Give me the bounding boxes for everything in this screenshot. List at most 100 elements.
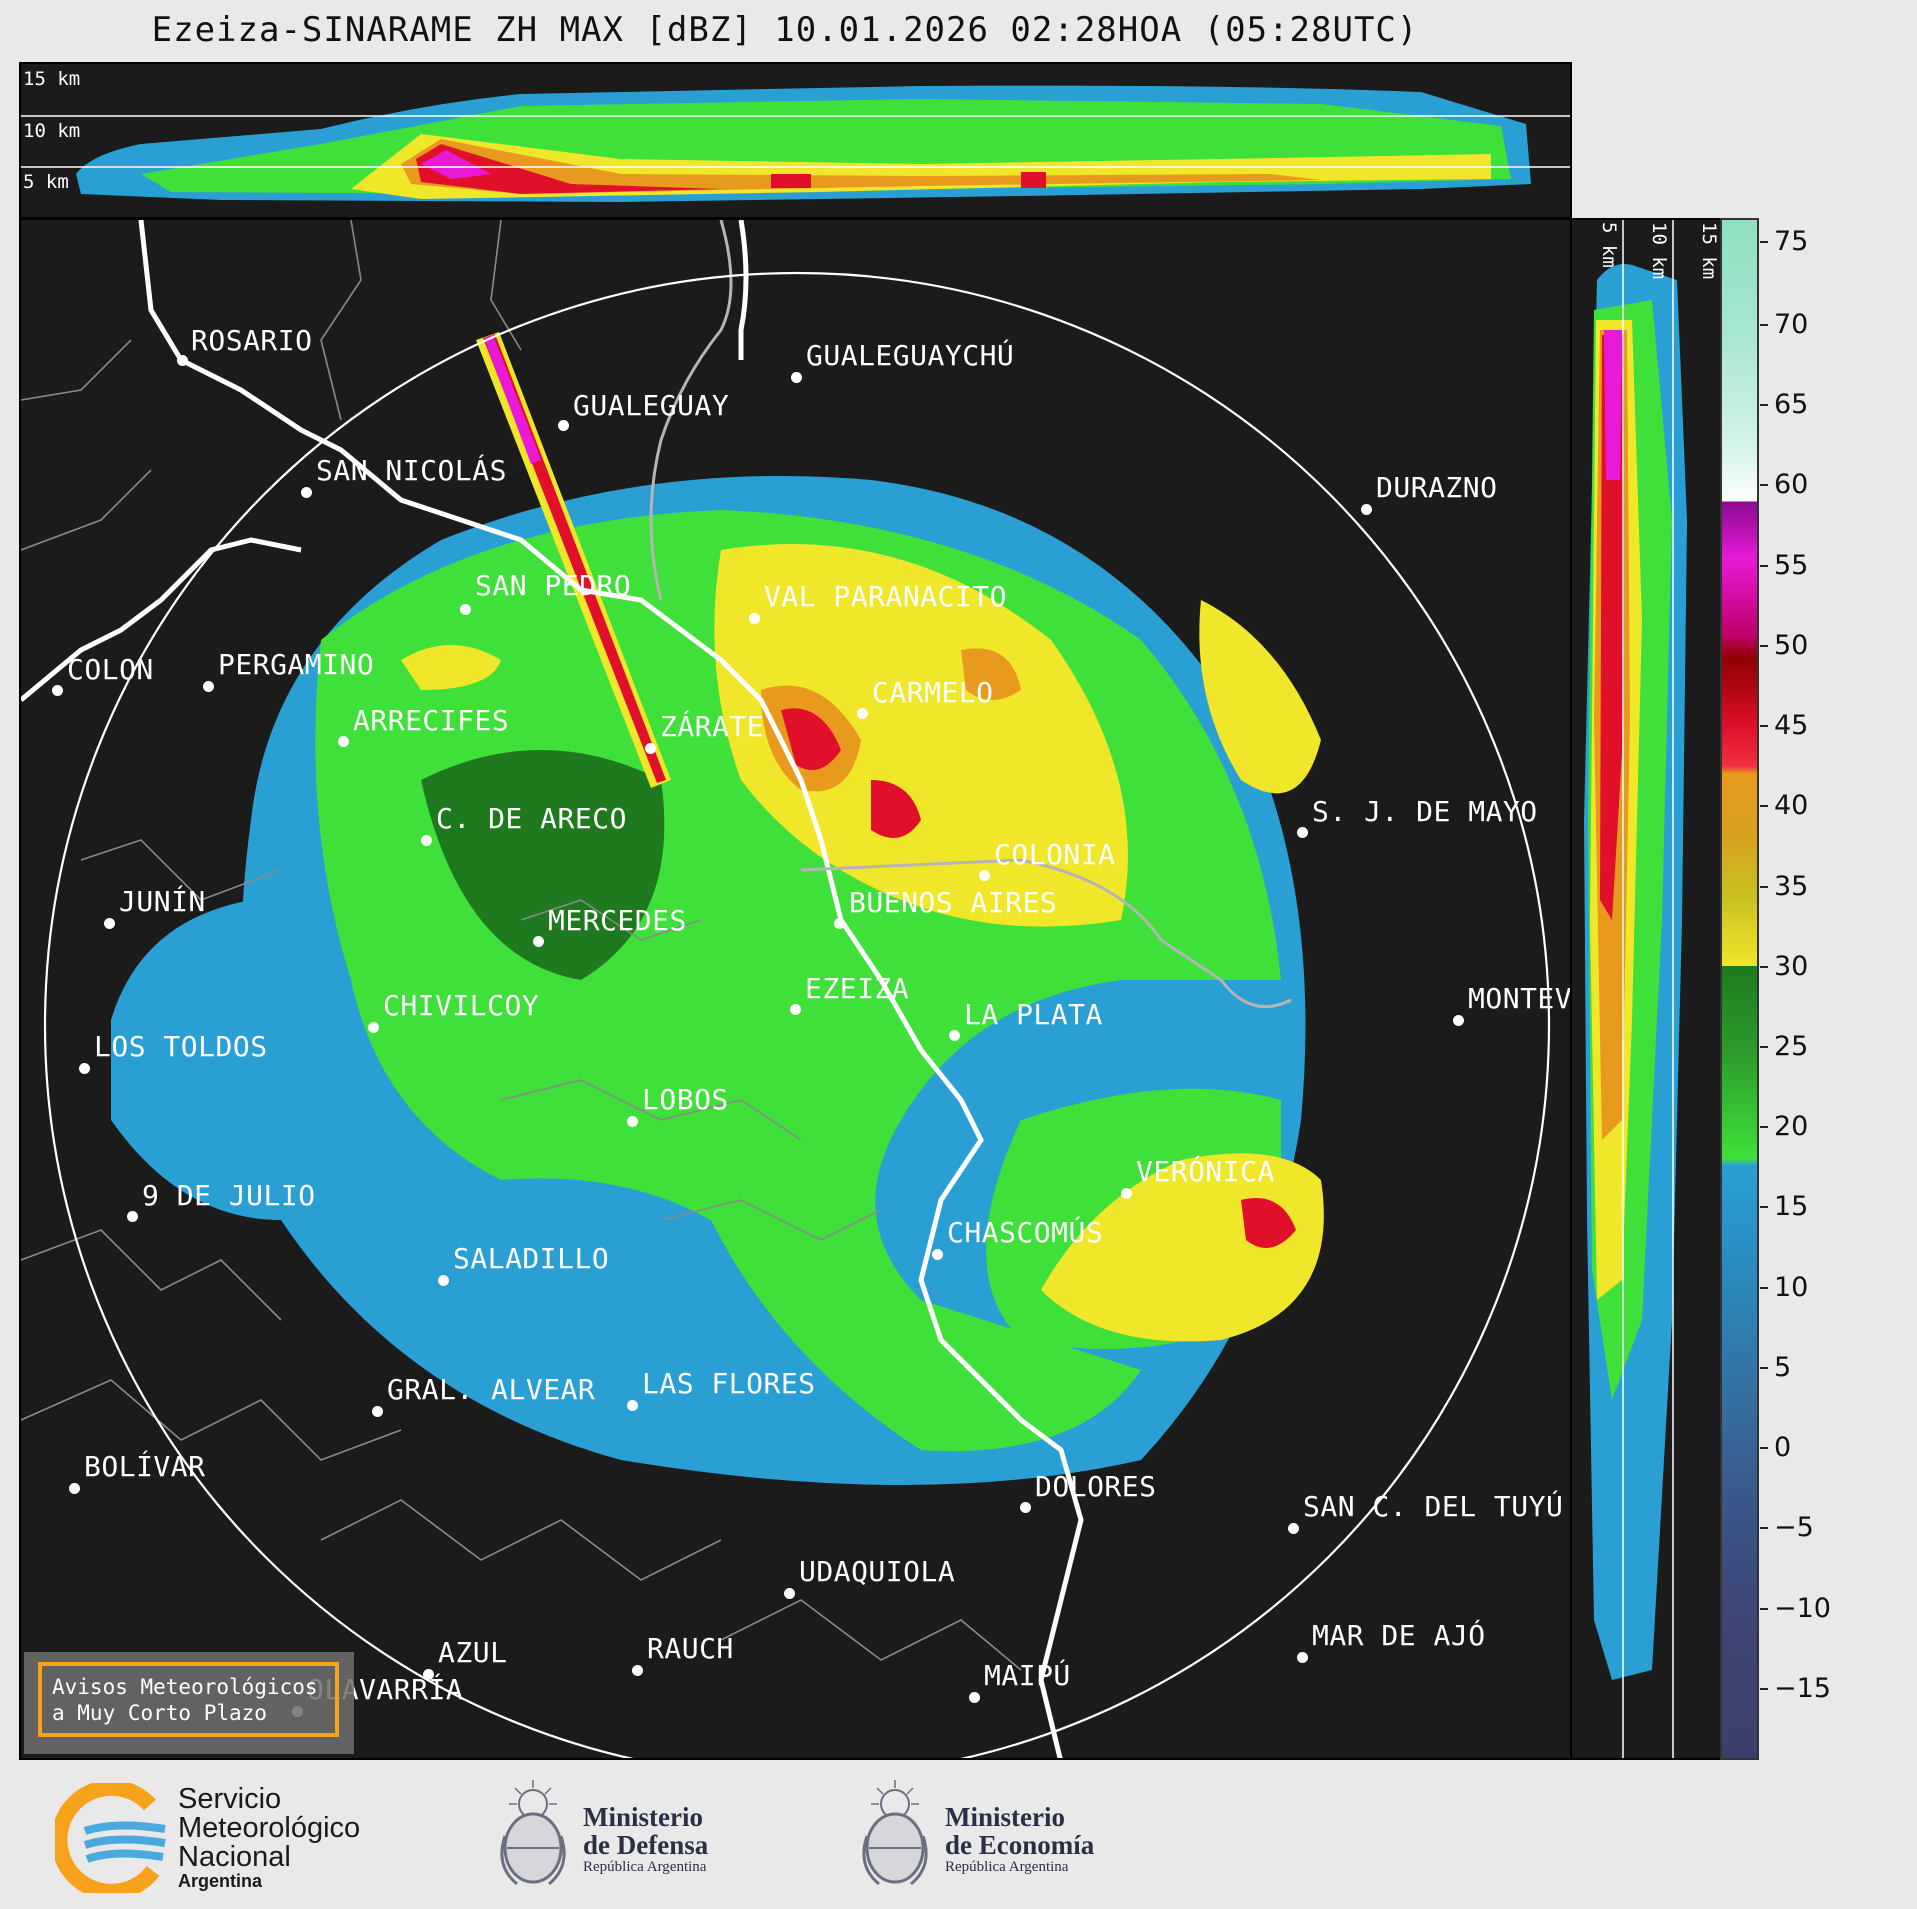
city-label-azul: AZUL [438,1636,508,1669]
city-label-bolivar: BOLÍVAR [84,1450,206,1483]
economia-wordmark: Ministerio de Economía República Argenti… [945,1803,1094,1875]
smn-line-2: Meteorológico [178,1812,361,1844]
city-dot-chivilcoy [368,1022,379,1033]
colorbar-label-minus15: −15 [1774,1673,1831,1704]
economia-line-2: de Economía [945,1830,1095,1861]
city-dot-ezeiza [790,1004,801,1015]
economia-line-3: República Argentina [945,1858,1069,1875]
city-dot-gualeguay [558,420,569,431]
colorbar-label-minus10: −10 [1774,1593,1831,1624]
colorbar-label-10: 10 [1774,1272,1809,1303]
city-label-gualeguaychu: GUALEGUAYCHÚ [806,339,1015,372]
city-dot-colonia [979,870,990,881]
city-label-los-toldos: LOS TOLDOS [94,1030,268,1063]
colorbar-tick-minus5 [1760,1527,1768,1529]
city-dot-mar-de-ajo [1297,1652,1308,1663]
city-label-saladillo: SALADILLO [453,1242,610,1275]
colorbar-tick-65 [1760,404,1768,406]
city-dot-udaquiola [784,1588,795,1599]
city-label-gral-alvear: GRAL. ALVEAR [387,1373,596,1406]
defensa-coat-of-arms-icon [500,1780,566,1886]
city-dot-dolores [1020,1502,1031,1513]
smn-line-3: Nacional [178,1841,291,1873]
city-label-chascomus: CHASCOMÚS [947,1216,1104,1249]
city-dot-los-toldos [79,1063,90,1074]
city-dot-durazno [1361,504,1372,515]
defensa-line-3: República Argentina [583,1858,707,1875]
top-altitude-5km: 5 km [23,171,69,193]
city-label-durazno: DURAZNO [1376,471,1498,504]
colorbar-label-60: 60 [1774,469,1809,500]
city-dot-c-de-areco [421,835,432,846]
top-cross-section: 15 km 10 km 5 km [19,62,1572,219]
city-label-ezeiza: EZEIZA [805,972,910,1005]
city-label-san-pedro: SAN PEDRO [475,569,632,602]
economia-coat-of-arms-icon [862,1780,928,1886]
colorbar-tick-40 [1760,805,1768,807]
city-label-maipu: MAIPÚ [984,1659,1071,1692]
smn-line-4: Argentina [178,1871,263,1891]
city-dot-montevideo [1453,1015,1464,1026]
colorbar-tick-25 [1760,1046,1768,1048]
colorbar-tick-75 [1760,241,1768,243]
city-label-arrecifes: ARRECIFES [353,704,510,737]
defensa-line-2: de Defensa [583,1830,709,1861]
colorbar-tick-50 [1760,645,1768,647]
city-label-veronica: VERÓNICA [1136,1155,1275,1188]
colorbar-tick-20 [1760,1126,1768,1128]
smn-wordmark: Servicio Meteorológico Nacional Argentin… [178,1785,361,1891]
aviso-box[interactable]: Avisos Meteorológicos a Muy Corto Plazo [24,1652,354,1754]
reflectivity-colorbar [1720,218,1759,1760]
city-label-pergamino: PERGAMINO [218,648,375,681]
city-dot-lobos [627,1116,638,1127]
city-label-colonia: COLONIA [994,838,1116,871]
side-altitude-5km: 5 km [1598,222,1620,268]
top-altitude-10km: 10 km [23,120,81,142]
city-dot-mercedes [533,936,544,947]
city-dot-buenos-aires [834,918,845,929]
city-label-mercedes: MERCEDES [548,904,687,937]
city-dot-gualeguaychu [791,372,802,383]
city-label-san-c-del-tuyu: SAN C. DEL TUYÚ [1303,1490,1564,1523]
city-dot-bolivar [69,1483,80,1494]
colorbar-label-65: 65 [1774,389,1809,420]
city-label-rauch: RAUCH [647,1632,734,1665]
colorbar-label-45: 45 [1774,710,1809,741]
side-cross-section: 5 km 10 km 15 km [1570,218,1723,1760]
top-altitude-15km: 15 km [23,68,81,90]
aviso-line-1: Avisos Meteorológicos [52,1675,318,1699]
city-dot-saladillo [438,1275,449,1286]
colorbar-label-30: 30 [1774,951,1809,982]
city-dot-carmelo [857,708,868,719]
colorbar-label-5: 5 [1774,1352,1792,1383]
side-cross-section-echoes [1584,220,1687,1758]
city-label-buenos-aires: BUENOS AIRES [849,886,1058,919]
city-label-montevideo: MONTEV [1468,982,1572,1015]
city-label-mar-de-ajo: MAR DE AJÓ [1312,1619,1486,1652]
city-dot-san-c-del-tuyu [1288,1523,1299,1534]
side-altitude-15km: 15 km [1698,222,1720,280]
city-dot-las-flores [627,1400,638,1411]
page-title: Ezeiza-SINARAME ZH MAX [dBZ] 10.01.2026 … [151,10,1419,50]
city-dot-san-nicolas [301,487,312,498]
colorbar-tick-70 [1760,324,1768,326]
city-dot-la-plata [949,1030,960,1041]
colorbar-tick-15 [1760,1206,1768,1208]
aviso-link[interactable]: Avisos Meteorológicos a Muy Corto Plazo [38,1662,339,1737]
city-label-val-paranacito: VAL PARANACITO [764,580,1008,613]
colorbar-label-70: 70 [1774,309,1809,340]
radar-map: ROSARIO GUALEGUAYCHÚ GUALEGUAY SAN NICOL… [19,218,1572,1760]
colorbar-label-minus5: −5 [1774,1512,1814,1543]
colorbar-label-0: 0 [1774,1432,1792,1463]
city-label-san-nicolas: SAN NICOLÁS [316,454,507,487]
smn-logo-icon [55,1783,166,1893]
city-dot-azul [423,1669,434,1680]
city-dot-s-j-de-mayo [1297,827,1308,838]
colorbar-tick-0 [1760,1447,1768,1449]
colorbar-tick-30 [1760,966,1768,968]
city-label-udaquiola: UDAQUIOLA [799,1555,956,1588]
city-label-chivilcoy: CHIVILCOY [383,989,540,1022]
colorbar-tick-45 [1760,725,1768,727]
city-dot-arrecifes [338,736,349,747]
city-dot-maipu [969,1692,980,1703]
